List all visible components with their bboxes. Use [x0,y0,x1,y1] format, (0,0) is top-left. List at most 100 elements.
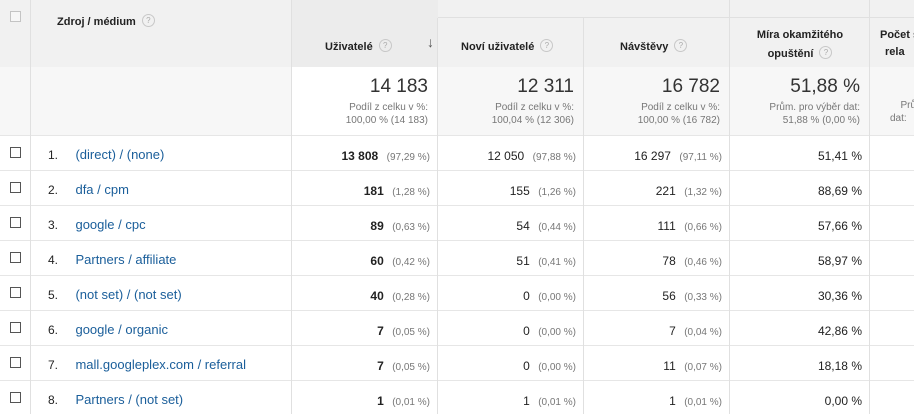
dimension-header[interactable]: Zdroj / médium? [31,0,292,67]
new-users-cell: 1 (0,01 %) [438,381,584,415]
table-row[interactable]: 6. google / organic 7 (0,05 %) 0 (0,00 %… [0,310,914,345]
sessions-cell: 16 297 (97,11 %) [584,136,730,170]
table-header: Zdroj / médium? Uživatelé? ↓ Noví uživat… [0,0,914,67]
data-rows: 1. (direct) / (none) 13 808 (97,29 %) 12… [0,135,914,414]
sessions-percent: (0,66 %) [684,222,722,233]
source-medium-link[interactable]: (direct) / (none) [75,147,165,162]
new-users-header-label: Noví uživatelé [461,41,535,53]
help-icon[interactable]: ? [819,46,833,60]
table-row[interactable]: 3. google / cpc 89 (0,63 %) 54 (0,44 %) … [0,205,914,240]
sessions-cell: 221 (1,32 %) [584,171,730,205]
row-index: 6. [48,323,59,337]
row-index: 3. [48,218,59,232]
sessions-percent: (0,07 %) [684,362,722,373]
new-users-value: 54 [516,219,530,233]
row-index: 8. [48,393,59,407]
sessions-value: 221 [655,184,676,198]
row-checkbox[interactable] [10,252,21,263]
source-cell: 5. (not set) / (not set) [31,276,292,310]
sessions-value: 11 [663,359,676,373]
select-all-cell [0,0,31,67]
row-checkbox[interactable] [10,217,21,228]
sessions-percent: (0,04 %) [684,327,722,338]
sessions-value: 78 [662,254,676,268]
sessions-percent: (0,33 %) [684,292,722,303]
source-medium-link[interactable]: google / cpc [75,217,146,232]
users-value: 7 [377,324,384,338]
select-all-checkbox[interactable] [10,11,21,22]
bounce-cell: 57,66 % [730,206,870,240]
bounce-value: 58,97 % [817,254,862,268]
grid-line [30,0,31,414]
source-medium-link[interactable]: dfa / cpm [75,182,129,197]
new-users-total-cell: 12 311 Podíl z celku v %: 100,04 % (12 3… [438,67,584,135]
bounce-total-cell: 51,88 % Prům. pro výběr dat: 51,88 % (0,… [730,67,870,135]
row-checkbox[interactable] [10,287,21,298]
row-checkbox[interactable] [10,147,21,158]
table-row[interactable]: 5. (not set) / (not set) 40 (0,28 %) 0 (… [0,275,914,310]
source-medium-link[interactable]: Partners / (not set) [75,392,184,407]
row-checkbox[interactable] [10,182,21,193]
sort-desc-icon[interactable]: ↓ [427,34,434,50]
users-value: 7 [377,359,384,373]
source-cell: 6. google / organic [31,311,292,345]
sessions-value: 56 [662,289,676,303]
sessions-total-cell: 16 782 Podíl z celku v %: 100,00 % (16 7… [584,67,730,135]
new-users-cell: 155 (1,26 %) [438,171,584,205]
new-users-value: 155 [509,184,530,198]
pages-per-session-header[interactable]: Počet s rela [870,0,914,67]
new-users-cell: 0 (0,00 %) [438,311,584,345]
new-users-cell: 51 (0,41 %) [438,241,584,275]
grid-line [291,0,292,414]
row-checkbox[interactable] [10,322,21,333]
sessions-header-label: Návštěvy [620,41,669,53]
users-cell: 181 (1,28 %) [292,171,438,205]
help-icon[interactable]: ? [540,39,554,53]
help-icon[interactable]: ? [674,39,688,53]
table-row[interactable]: 8. Partners / (not set) 1 (0,01 %) 1 (0,… [0,380,914,415]
users-cell: 60 (0,42 %) [292,241,438,275]
source-medium-link[interactable]: Partners / affiliate [75,252,177,267]
row-index: 1. [48,148,59,162]
new-users-total-detail: 100,04 % (12 306) [491,115,574,126]
bounce-cell: 42,86 % [730,311,870,345]
sessions-percent: (97,11 %) [679,152,722,163]
help-icon[interactable]: ? [378,39,392,53]
source-medium-link[interactable]: google / organic [75,322,168,337]
row-index: 2. [48,183,59,197]
sessions-header[interactable]: Návštěvy? [584,0,730,67]
users-cell: 40 (0,28 %) [292,276,438,310]
new-users-header[interactable]: Noví uživatelé? [438,0,584,67]
sessions-percent: (0,46 %) [684,257,722,268]
row-checkbox[interactable] [10,357,21,368]
source-medium-link[interactable]: (not set) / (not set) [75,287,182,302]
table-row[interactable]: 2. dfa / cpm 181 (1,28 %) 155 (1,26 %) 2… [0,170,914,205]
sessions-value: 7 [669,324,676,338]
table-row[interactable]: 1. (direct) / (none) 13 808 (97,29 %) 12… [0,135,914,170]
row-checkbox[interactable] [10,392,21,403]
grid-line [869,0,870,414]
grid-line [583,18,584,414]
help-icon[interactable]: ? [141,14,155,28]
source-medium-link[interactable]: mall.googleplex.com / referral [75,357,246,372]
new-users-cell: 0 (0,00 %) [438,346,584,380]
bounce-value: 51,41 % [817,149,862,163]
users-header[interactable]: Uživatelé? ↓ [292,0,438,67]
row-index: 7. [48,358,59,372]
bounce-value: 18,18 % [817,359,862,373]
source-cell: 2. dfa / cpm [31,171,292,205]
sessions-cell: 78 (0,46 %) [584,241,730,275]
users-total-label: Podíl z celku v %: [349,102,428,113]
new-users-value: 0 [523,324,530,338]
new-users-value: 51 [516,254,530,268]
table-row[interactable]: 7. mall.googleplex.com / referral 7 (0,0… [0,345,914,380]
users-percent: (97,29 %) [386,152,430,163]
bounce-value: 57,66 % [817,219,862,233]
sessions-value: 16 297 [634,149,671,163]
pages-header-line1: Počet s [880,29,914,41]
bounce-header[interactable]: Míra okamžitého opuštění? [730,0,870,67]
pages-total-detail: dat: [890,113,907,124]
row-select-cell [0,136,31,170]
table-row[interactable]: 4. Partners / affiliate 60 (0,42 %) 51 (… [0,240,914,275]
row-index: 4. [48,253,59,267]
